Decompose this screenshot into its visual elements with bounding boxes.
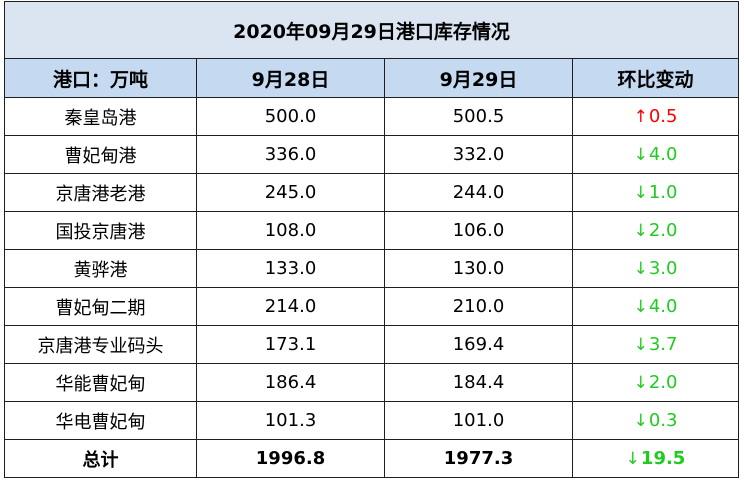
change-cell: ↓2.0 [571, 211, 740, 250]
table-row: 曹妃甸二期 214.0 210.0 ↓4.0 [4, 287, 740, 326]
total-label-cell: 总计 [4, 439, 197, 478]
total-row: 总计 1996.8 1977.3 ↓19.5 [4, 439, 740, 478]
sep29-value-cell: 500.5 [384, 97, 573, 136]
port-inventory-table: 2020年09月29日港口库存情况 港口：万吨 9月28日 9月29日 环比变动… [3, 1, 740, 478]
port-name-cell: 曹妃甸港 [4, 135, 197, 174]
table-row: 曹妃甸港 336.0 332.0 ↓4.0 [4, 135, 740, 174]
arrow-down-icon: ↓ [633, 145, 648, 165]
change-value: 3.7 [648, 334, 678, 355]
sep29-value-cell: 130.0 [384, 249, 573, 288]
change-value: 19.5 [640, 448, 686, 469]
sep29-value-cell: 244.0 [384, 173, 573, 212]
change-cell: ↑0.5 [571, 97, 740, 136]
change-value: 0.3 [648, 410, 678, 431]
sep28-value-cell: 101.3 [196, 401, 385, 440]
header-sep28: 9月28日 [196, 58, 385, 98]
sep29-value-cell: 332.0 [384, 135, 573, 174]
change-value: 4.0 [648, 296, 678, 317]
port-name-cell: 华能曹妃甸 [4, 363, 197, 402]
sep28-value-cell: 133.0 [196, 249, 385, 288]
sep28-value-cell: 173.1 [196, 325, 385, 364]
sep29-value-cell: 106.0 [384, 211, 573, 250]
sep29-value-cell: 210.0 [384, 287, 573, 326]
change-cell: ↓3.7 [571, 325, 740, 364]
port-name-cell: 国投京唐港 [4, 211, 197, 250]
arrow-up-icon: ↑ [633, 107, 648, 127]
change-cell: ↓0.3 [571, 401, 740, 440]
sep28-value-cell: 108.0 [196, 211, 385, 250]
sep28-value-cell: 336.0 [196, 135, 385, 174]
arrow-down-icon: ↓ [633, 259, 648, 279]
sep28-value-cell: 186.4 [196, 363, 385, 402]
change-value: 1.0 [648, 182, 678, 203]
total-sep28-cell: 1996.8 [196, 439, 385, 478]
arrow-down-icon: ↓ [633, 183, 648, 203]
sep28-value-cell: 245.0 [196, 173, 385, 212]
arrow-down-icon: ↓ [633, 373, 648, 393]
sep29-value-cell: 101.0 [384, 401, 573, 440]
change-cell: ↓3.0 [571, 249, 740, 288]
header-port: 港口：万吨 [4, 58, 197, 98]
arrow-down-icon: ↓ [633, 221, 648, 241]
table-title: 2020年09月29日港口库存情况 [3, 1, 740, 59]
total-sep29-cell: 1977.3 [384, 439, 573, 478]
arrow-down-icon: ↓ [633, 335, 648, 355]
sep28-value-cell: 500.0 [196, 97, 385, 136]
change-value: 0.5 [648, 106, 678, 127]
table-row: 黄骅港 133.0 130.0 ↓3.0 [4, 249, 740, 288]
table-row: 国投京唐港 108.0 106.0 ↓2.0 [4, 211, 740, 250]
title-row: 2020年09月29日港口库存情况 [3, 1, 740, 59]
arrow-down-icon: ↓ [633, 411, 648, 431]
port-name-cell: 秦皇岛港 [4, 97, 197, 136]
change-cell: ↓4.0 [571, 135, 740, 174]
table-row: 京唐港老港 245.0 244.0 ↓1.0 [4, 173, 740, 212]
arrow-down-icon: ↓ [625, 449, 640, 469]
change-value: 4.0 [648, 144, 678, 165]
change-cell: ↓1.0 [571, 173, 740, 212]
port-name-cell: 黄骅港 [4, 249, 197, 288]
port-name-cell: 京唐港老港 [4, 173, 197, 212]
change-cell: ↓4.0 [571, 287, 740, 326]
table-row: 秦皇岛港 500.0 500.5 ↑0.5 [4, 97, 740, 136]
change-value: 2.0 [648, 220, 678, 241]
table-row: 京唐港专业码头 173.1 169.4 ↓3.7 [4, 325, 740, 364]
change-value: 2.0 [648, 372, 678, 393]
change-cell: ↓19.5 [571, 439, 740, 478]
table-row: 华电曹妃甸 101.3 101.0 ↓0.3 [4, 401, 740, 440]
header-sep29: 9月29日 [384, 58, 573, 98]
sep29-value-cell: 184.4 [384, 363, 573, 402]
header-row: 港口：万吨 9月28日 9月29日 环比变动 [4, 58, 740, 98]
arrow-down-icon: ↓ [633, 297, 648, 317]
port-name-cell: 京唐港专业码头 [4, 325, 197, 364]
sep28-value-cell: 214.0 [196, 287, 385, 326]
sep29-value-cell: 169.4 [384, 325, 573, 364]
change-value: 3.0 [648, 258, 678, 279]
port-name-cell: 曹妃甸二期 [4, 287, 197, 326]
change-cell: ↓2.0 [571, 363, 740, 402]
port-name-cell: 华电曹妃甸 [4, 401, 197, 440]
header-change: 环比变动 [571, 58, 740, 98]
table-row: 华能曹妃甸 186.4 184.4 ↓2.0 [4, 363, 740, 402]
